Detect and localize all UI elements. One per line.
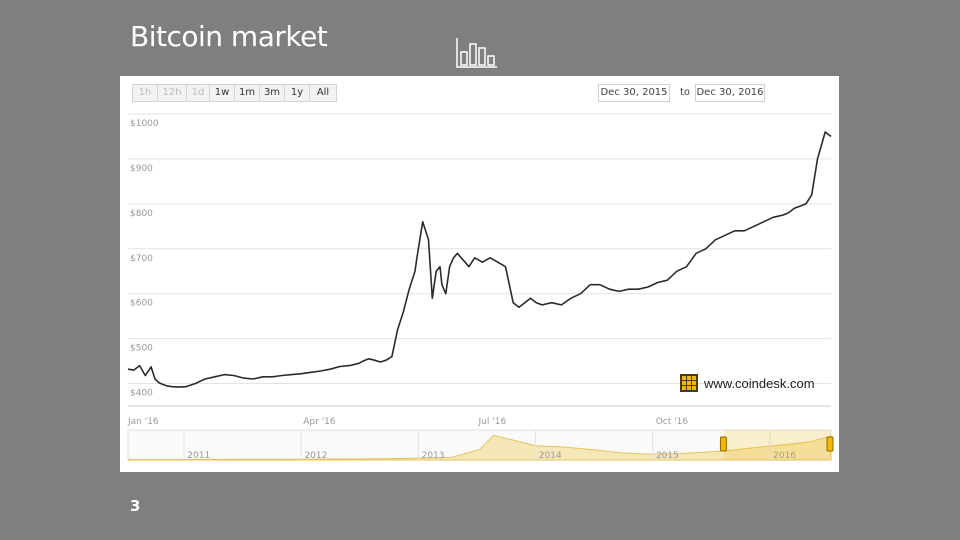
price-chart: $1000 $900 $800 $700 $600 $500 $400 Jan '16 Apr … — [127, 113, 834, 461]
navigator-year-label: 2015 — [656, 451, 679, 461]
navigator-handle-left[interactable] — [719, 436, 727, 452]
y-tick-label: $600 — [130, 299, 153, 309]
x-tick-label: Apr '16 — [303, 417, 336, 427]
y-tick-label: $1000 — [130, 119, 159, 129]
navigator-year-label: 2014 — [539, 451, 562, 461]
slide-number: 3 — [130, 497, 141, 515]
x-tick-label: Jul '16 — [478, 417, 507, 427]
watermark-text: www.coindesk.com — [704, 375, 815, 391]
x-tick-label: Oct '16 — [656, 417, 689, 427]
date-from-input[interactable]: Dec 30, 2015 — [598, 84, 670, 102]
range-button-1y[interactable]: 1y — [284, 84, 310, 102]
price-line — [127, 131, 832, 388]
navigator-year-label: 2016 — [773, 451, 796, 461]
y-tick-label: $700 — [130, 254, 153, 264]
chart-panel: 1h 12h 1d 1w 1m 3m 1y All Dec 30, 2015 to Dec 3… — [120, 76, 839, 472]
navigator-year-label: 2011 — [187, 451, 210, 461]
to-label: to — [680, 87, 691, 98]
x-tick-label: Jan '16 — [127, 417, 159, 427]
navigator-year-label: 2013 — [422, 451, 445, 461]
navigator-selection — [723, 430, 831, 460]
slide-title: Bitcoin market — [130, 20, 328, 53]
navigator-handle-right[interactable] — [826, 436, 834, 452]
y-tick-label: $500 — [130, 344, 153, 354]
y-tick-label: $400 — [130, 389, 153, 399]
navigator-year-label: 2012 — [304, 451, 327, 461]
coindesk-logo-icon — [680, 374, 698, 392]
range-button-all[interactable]: All — [309, 84, 337, 102]
y-tick-label: $900 — [130, 164, 153, 174]
range-button-1w[interactable]: 1w — [209, 84, 235, 102]
bar-chart-icon — [456, 38, 497, 68]
navigator-area — [127, 434, 832, 461]
y-tick-label: $800 — [130, 209, 153, 219]
date-to-input[interactable]: Dec 30, 2016 — [695, 84, 765, 102]
coindesk-watermark: www.coindesk.com — [680, 374, 815, 392]
